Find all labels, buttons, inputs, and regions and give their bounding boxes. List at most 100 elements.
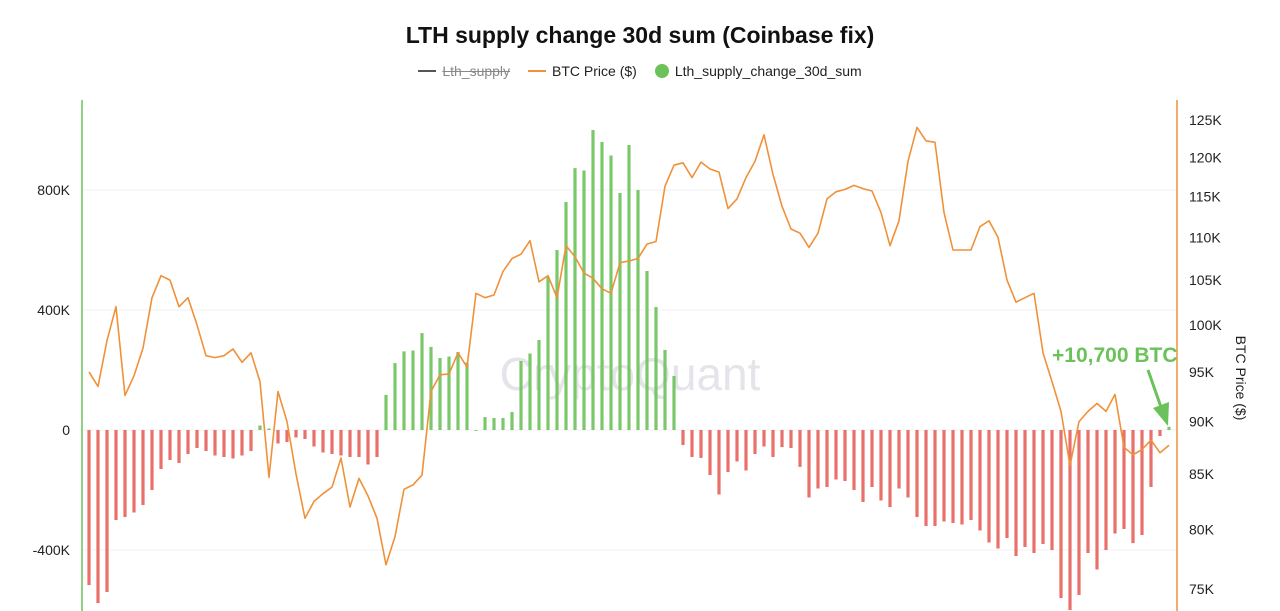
bar — [672, 376, 676, 430]
bar — [591, 130, 595, 430]
legend-label: BTC Price ($) — [552, 63, 637, 79]
btc-price-line — [88, 126, 1170, 566]
bar — [96, 430, 100, 604]
bar — [1077, 430, 1081, 595]
bar — [465, 362, 469, 430]
bar — [195, 430, 199, 448]
bar — [1086, 430, 1090, 553]
bar — [825, 430, 829, 487]
bar — [816, 430, 820, 489]
bar — [285, 430, 289, 442]
bar — [843, 430, 847, 481]
left-tick-label: 800K — [37, 182, 70, 198]
bar — [717, 430, 721, 495]
bar — [528, 353, 532, 430]
left-tick-label: -400K — [33, 542, 71, 558]
bar — [969, 430, 973, 520]
bar — [258, 425, 262, 430]
bar — [1041, 430, 1045, 544]
bar — [393, 363, 397, 430]
bar — [231, 430, 235, 459]
bar — [1167, 426, 1171, 430]
bar — [807, 430, 811, 498]
right-tick-label: 125K — [1189, 112, 1222, 128]
bar — [483, 417, 487, 430]
bar — [951, 430, 955, 523]
legend: Lth_supply BTC Price ($) Lth_supply_chan… — [0, 63, 1280, 79]
left-tick-label: 0 — [62, 422, 70, 438]
bar — [735, 430, 739, 462]
bar — [1131, 430, 1135, 544]
bar — [1158, 430, 1162, 436]
bar — [240, 430, 244, 456]
bar — [888, 430, 892, 508]
bar — [366, 430, 370, 465]
bar — [645, 271, 649, 430]
bar — [402, 351, 406, 430]
right-tick-label: 80K — [1189, 522, 1215, 538]
bar — [267, 428, 271, 430]
bar — [618, 193, 622, 430]
bar — [573, 168, 577, 430]
bar — [987, 430, 991, 543]
bar — [942, 430, 946, 522]
bar — [429, 346, 433, 430]
bar — [330, 430, 334, 454]
legend-item-lth-supply[interactable]: Lth_supply — [418, 63, 510, 79]
bar — [438, 358, 442, 430]
bar — [726, 430, 730, 472]
bar — [582, 170, 586, 430]
bar — [708, 430, 712, 475]
bar — [870, 430, 874, 487]
bar — [87, 430, 91, 586]
bar — [114, 430, 118, 520]
bar — [636, 190, 640, 430]
bar — [123, 430, 127, 517]
bar — [150, 430, 154, 490]
bar — [924, 430, 928, 526]
line-marker-icon — [528, 70, 547, 72]
bar — [339, 430, 343, 456]
bar — [852, 430, 856, 490]
bar — [780, 430, 784, 448]
bar — [564, 202, 568, 430]
bar — [627, 145, 631, 430]
bar — [177, 430, 181, 463]
right-tick-label: 120K — [1189, 149, 1222, 165]
bar — [690, 430, 694, 457]
bar — [1068, 430, 1072, 610]
bar — [447, 356, 451, 430]
right-tick-label: 75K — [1189, 581, 1215, 597]
bar — [213, 430, 217, 456]
bar — [681, 430, 685, 445]
legend-label: Lth_supply — [442, 63, 511, 79]
right-tick-label: 95K — [1189, 364, 1215, 380]
bar — [537, 340, 541, 430]
bar — [294, 430, 298, 438]
bar — [555, 250, 559, 430]
bar — [1005, 430, 1009, 538]
bar — [753, 430, 757, 454]
bar — [762, 430, 766, 447]
right-tick-label: 90K — [1189, 414, 1215, 430]
bar — [798, 430, 802, 467]
bar — [1104, 430, 1108, 550]
bar — [771, 430, 775, 457]
bar — [789, 430, 793, 448]
legend-item-btc-price[interactable]: BTC Price ($) — [528, 63, 637, 79]
bar — [834, 430, 838, 480]
bar — [1050, 430, 1054, 550]
bar — [960, 430, 964, 525]
bar — [1095, 430, 1099, 570]
bar — [375, 430, 379, 457]
bar — [510, 412, 514, 430]
bar — [456, 352, 460, 430]
bar — [978, 430, 982, 531]
bar — [105, 430, 109, 592]
bar — [132, 430, 136, 513]
bar — [663, 349, 667, 430]
bar — [600, 142, 604, 430]
bar — [1014, 430, 1018, 556]
legend-item-lth-supply-change[interactable]: Lth_supply_change_30d_sum — [654, 63, 862, 79]
bar — [1149, 430, 1153, 487]
